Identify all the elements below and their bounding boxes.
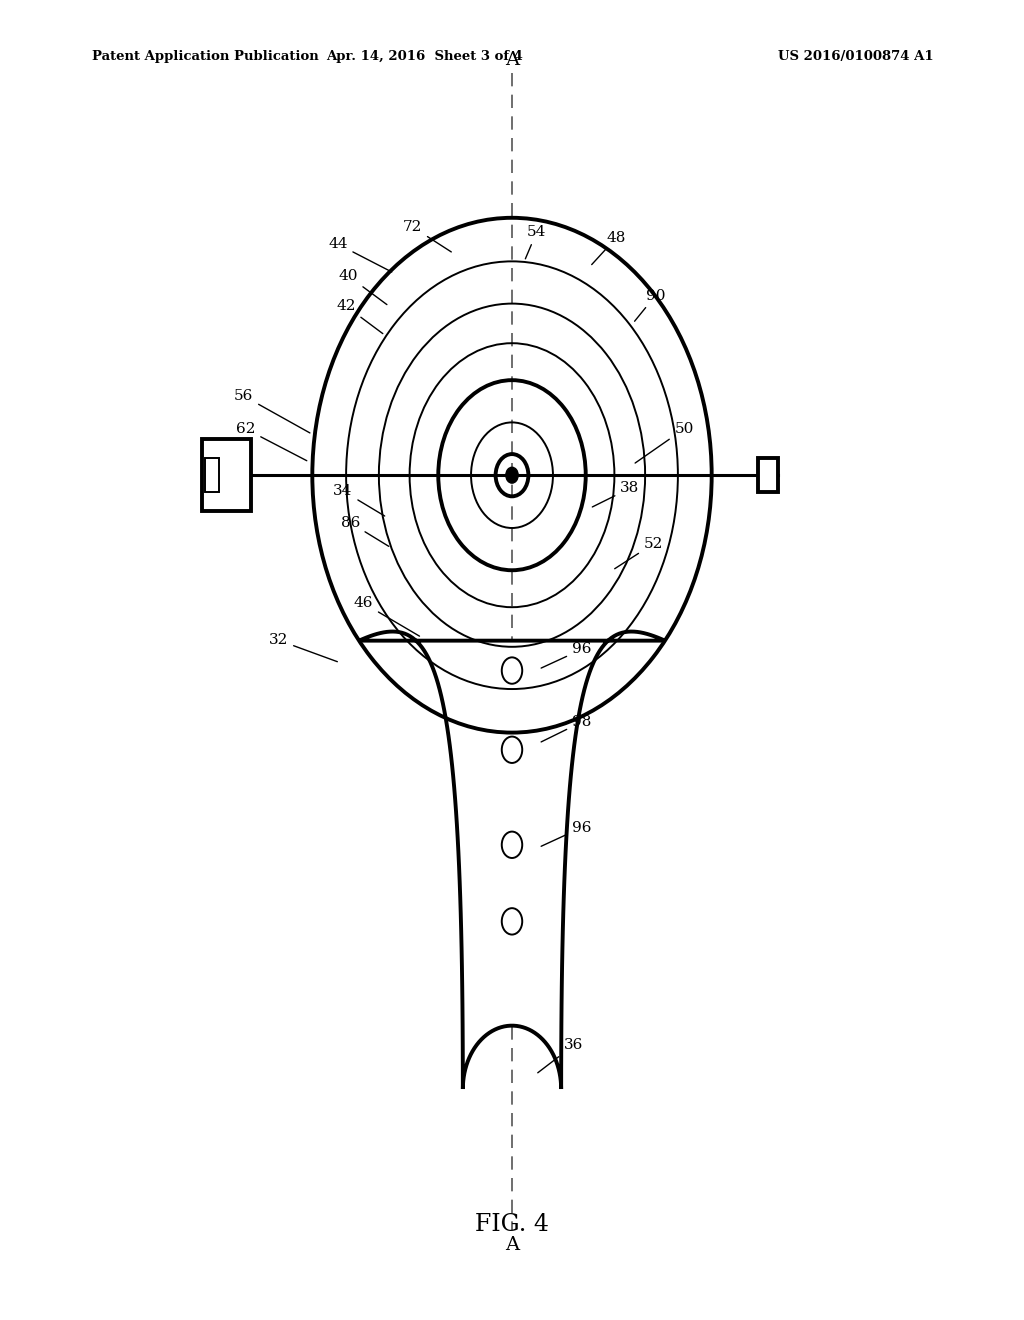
Text: 48: 48 [592, 231, 626, 264]
Text: 90: 90 [635, 289, 666, 321]
Text: US 2016/0100874 A1: US 2016/0100874 A1 [778, 50, 934, 63]
Circle shape [502, 737, 522, 763]
Text: 96: 96 [541, 821, 592, 846]
Bar [758, 458, 778, 492]
Text: 42: 42 [336, 300, 383, 334]
Text: Patent Application Publication: Patent Application Publication [92, 50, 318, 63]
Text: 32: 32 [269, 634, 337, 661]
Circle shape [502, 832, 522, 858]
Text: 52: 52 [614, 537, 663, 569]
Text: 56: 56 [234, 389, 310, 433]
Text: Apr. 14, 2016  Sheet 3 of 4: Apr. 14, 2016 Sheet 3 of 4 [327, 50, 523, 63]
Text: FIG. 4: FIG. 4 [475, 1213, 549, 1237]
Circle shape [506, 467, 518, 483]
Text: 96: 96 [541, 643, 592, 668]
Text: 46: 46 [353, 597, 420, 636]
Text: 44: 44 [328, 238, 392, 272]
Text: 86: 86 [341, 516, 389, 546]
Text: 50: 50 [635, 422, 693, 463]
Text: 34: 34 [334, 484, 385, 516]
Text: 38: 38 [592, 482, 639, 507]
Polygon shape [359, 631, 665, 1089]
Text: 40: 40 [338, 269, 387, 305]
Text: 72: 72 [403, 220, 452, 252]
Text: 98: 98 [541, 715, 591, 742]
Bar [202, 438, 251, 511]
Text: 62: 62 [236, 422, 307, 461]
Text: A: A [505, 1236, 519, 1254]
Text: 36: 36 [538, 1039, 583, 1073]
Circle shape [502, 908, 522, 935]
Text: 54: 54 [525, 226, 546, 259]
Circle shape [502, 657, 522, 684]
Text: A: A [505, 50, 519, 69]
Bar [205, 458, 219, 492]
